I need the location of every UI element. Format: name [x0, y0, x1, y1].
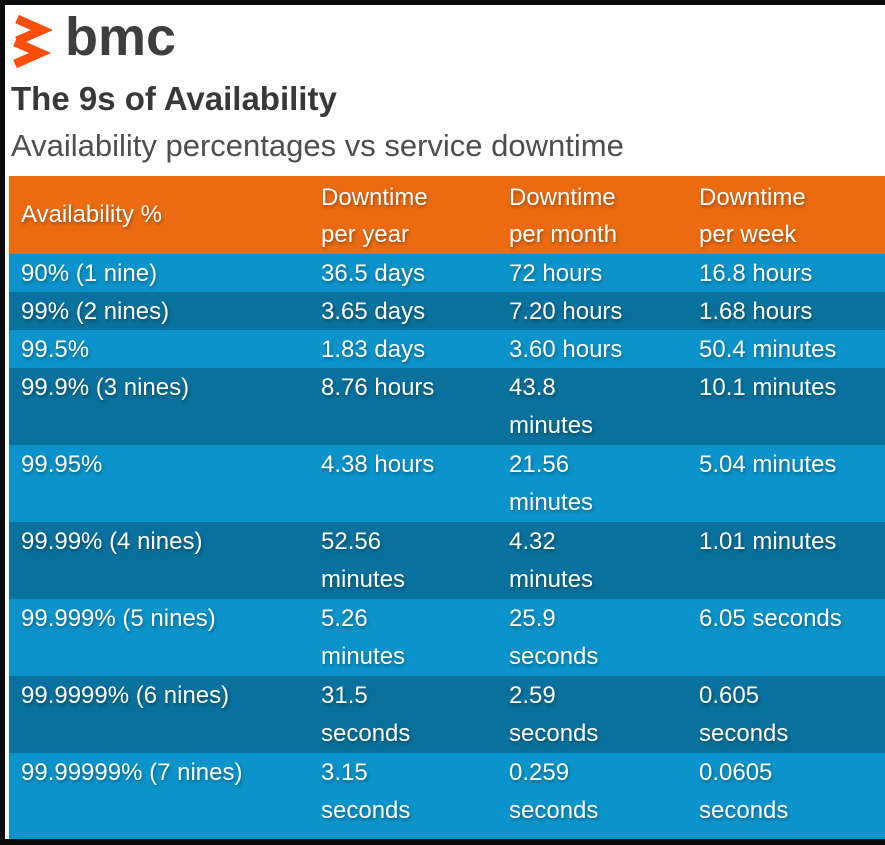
- table-header-row: Availability % Downtime per year Downtim…: [9, 176, 885, 254]
- cell-downtime-month: 21.56 minutes: [509, 451, 594, 516]
- cell-availability: 99% (2 nines): [21, 298, 170, 325]
- table-row: 90% (1 nine) 36.5 days 72 hours 16.8 hou…: [9, 254, 885, 292]
- cell-downtime-month: 4.32 minutes: [509, 528, 594, 593]
- cell-downtime-week: 0.605 seconds: [699, 682, 789, 747]
- availability-table: Availability % Downtime per year Downtim…: [9, 176, 885, 839]
- cell-downtime-year: 3.65 days: [321, 298, 426, 325]
- brand-header: bmc: [5, 5, 885, 72]
- column-header-downtime-week: Downtime per week: [699, 184, 806, 248]
- cell-downtime-week: 50.4 minutes: [699, 336, 837, 363]
- cell-downtime-month: 72 hours: [509, 260, 603, 287]
- bmc-logo-icon: [10, 14, 54, 69]
- cell-downtime-month: 25.9 seconds: [509, 605, 599, 670]
- cell-availability: 99.99999% (7 nines): [21, 759, 243, 786]
- column-header-downtime-month: Downtime per month: [509, 184, 618, 248]
- cell-availability: 99.9999% (6 nines): [21, 682, 230, 709]
- cell-downtime-month: 7.20 hours: [509, 298, 623, 325]
- bmc-logo-text: bmc: [65, 7, 177, 67]
- column-header-availability: Availability %: [21, 201, 162, 228]
- cell-downtime-month: 2.59 seconds: [509, 682, 599, 747]
- cell-availability: 99.95%: [21, 451, 103, 478]
- slide-frame: bmc The 9s of Availability Availability …: [5, 5, 885, 839]
- table-row: 99.9999% (6 nines) 31.5 seconds 2.59 sec…: [9, 676, 885, 753]
- table-row: 99.99% (4 nines) 52.56 minutes 4.32 minu…: [9, 522, 885, 599]
- cell-downtime-month: 43.8 minutes: [509, 374, 594, 439]
- table-row: 99.95% 4.38 hours 21.56 minutes 5.04 min…: [9, 445, 885, 522]
- cell-downtime-year: 31.5 seconds: [321, 682, 411, 747]
- table-row: 99.9% (3 nines) 8.76 hours 43.8 minutes …: [9, 368, 885, 445]
- table-row: 99.99999% (7 nines) 3.15 seconds 0.259 s…: [9, 753, 885, 839]
- table-row: 99% (2 nines) 3.65 days 7.20 hours 1.68 …: [9, 292, 885, 330]
- cell-downtime-year: 3.15 seconds: [321, 759, 411, 824]
- cell-downtime-week: 10.1 minutes: [699, 374, 837, 401]
- cell-downtime-month: 0.259 seconds: [509, 759, 599, 824]
- table-row: 99.5% 1.83 days 3.60 hours 50.4 minutes: [9, 330, 885, 368]
- cell-downtime-year: 8.76 hours: [321, 374, 435, 401]
- column-header-downtime-year: Downtime per year: [321, 184, 428, 248]
- cell-downtime-year: 5.26 minutes: [321, 605, 406, 670]
- page-subtitle: Availability percentages vs service down…: [11, 128, 624, 163]
- cell-downtime-month: 3.60 hours: [509, 336, 623, 363]
- cell-downtime-week: 5.04 minutes: [699, 451, 837, 478]
- cell-availability: 90% (1 nine): [21, 260, 158, 287]
- cell-downtime-year: 52.56 minutes: [321, 528, 406, 593]
- table-row: 99.999% (5 nines) 5.26 minutes 25.9 seco…: [9, 599, 885, 676]
- cell-availability: 99.999% (5 nines): [21, 605, 216, 632]
- cell-availability: 99.99% (4 nines): [21, 528, 203, 555]
- cell-availability: 99.5%: [21, 336, 90, 363]
- cell-downtime-year: 1.83 days: [321, 336, 426, 363]
- cell-downtime-week: 16.8 hours: [699, 260, 813, 287]
- cell-downtime-year: 4.38 hours: [321, 451, 435, 478]
- page-title: The 9s of Availability: [11, 80, 337, 117]
- cell-availability: 99.9% (3 nines): [21, 374, 190, 401]
- cell-downtime-week: 0.0605 seconds: [699, 759, 789, 824]
- cell-downtime-week: 6.05 seconds: [699, 605, 842, 632]
- cell-downtime-week: 1.68 hours: [699, 298, 813, 325]
- cell-downtime-year: 36.5 days: [321, 260, 426, 287]
- cell-downtime-week: 1.01 minutes: [699, 528, 837, 555]
